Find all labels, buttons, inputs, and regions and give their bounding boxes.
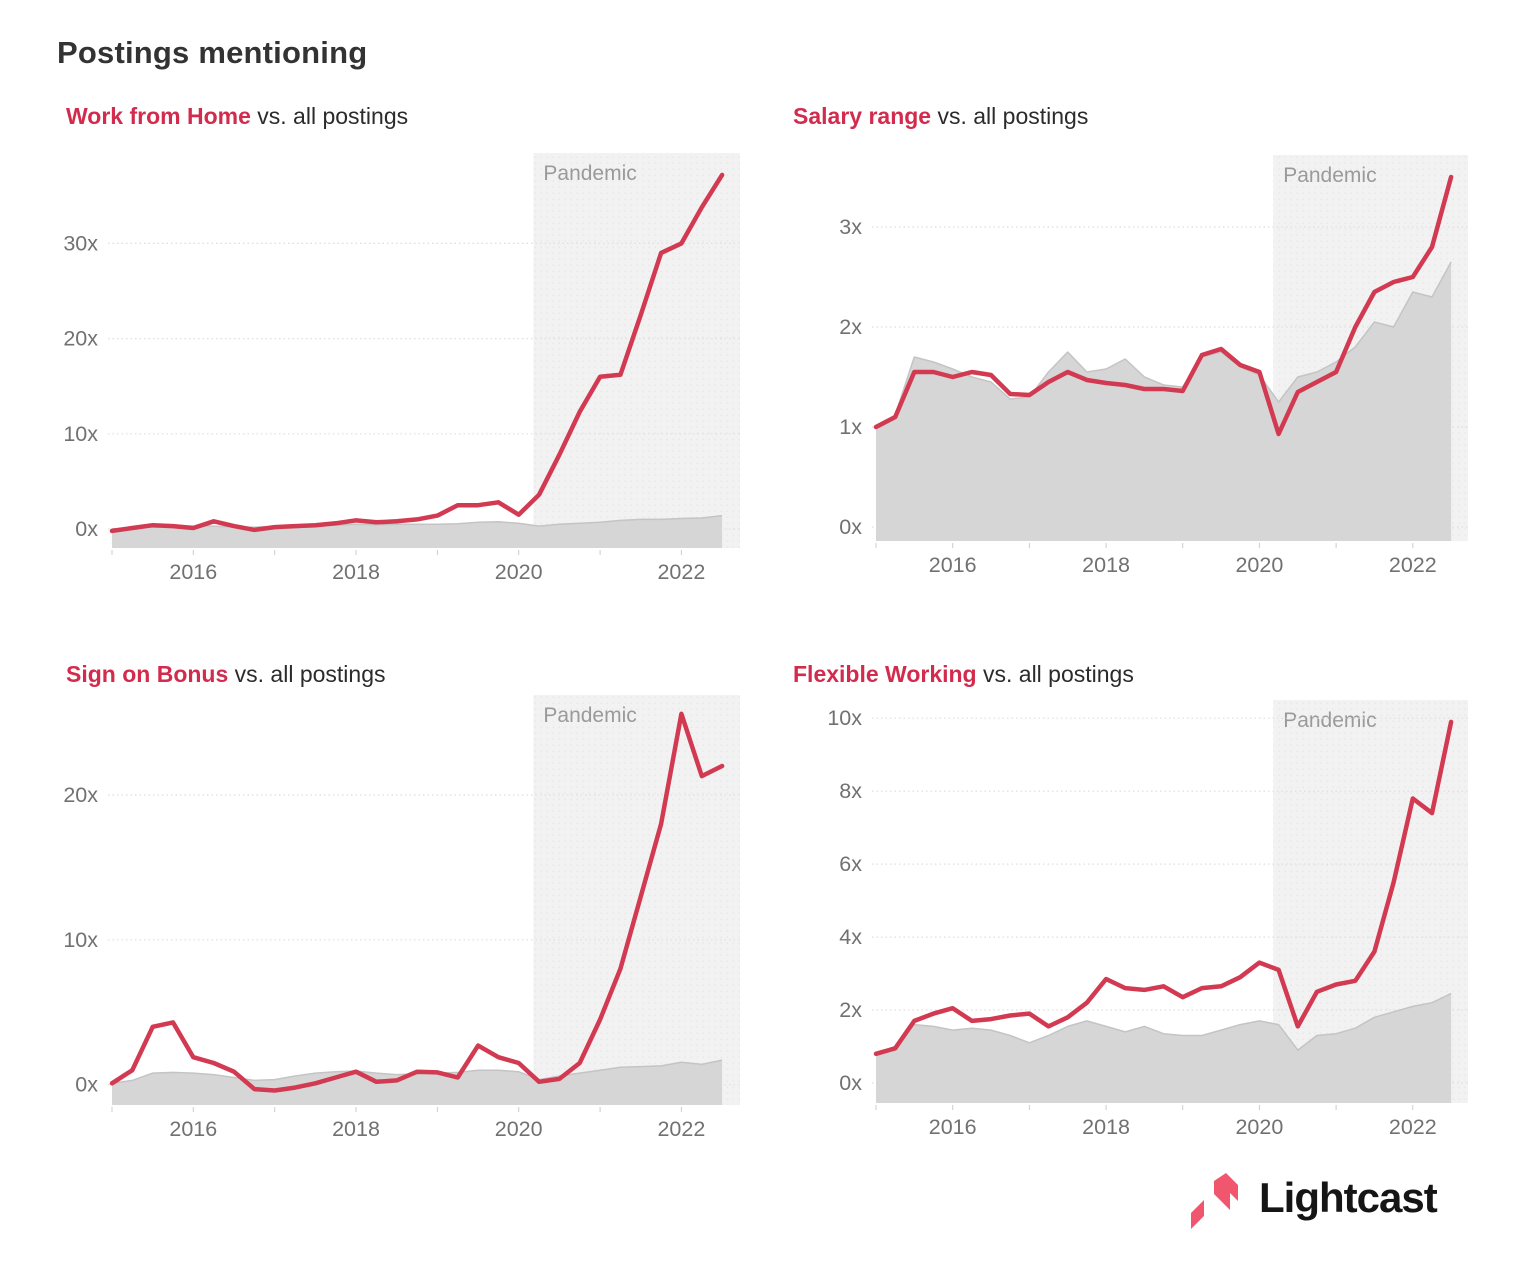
y-axis-label: 10x	[63, 928, 98, 952]
x-axis-label: 2020	[495, 560, 543, 584]
pandemic-label: Pandemic	[1283, 709, 1376, 732]
x-axis-label: 2020	[1235, 1115, 1283, 1139]
chart-title-work-from-home: Work from Home vs. all postings	[66, 103, 408, 130]
chart-title-highlight: Work from Home	[66, 103, 251, 129]
chart-title-rest: vs. all postings	[228, 661, 386, 687]
chart-title-rest: vs. all postings	[250, 103, 409, 129]
y-axis-label: 0x	[75, 517, 98, 541]
lightcast-logo-text: Lightcast	[1259, 1174, 1438, 1221]
x-axis-label: 2016	[169, 560, 217, 584]
chart-work-from-home: Pandemic 0x 10x 20x 30x 2016 2018 2020 2022	[63, 153, 740, 584]
y-axis-label: 2x	[839, 998, 862, 1022]
all-postings-area	[876, 993, 1452, 1103]
x-axis-label: 2018	[332, 560, 380, 584]
all-postings-area	[112, 1060, 723, 1105]
y-axis-label: 1x	[839, 415, 862, 439]
y-axis-label: 3x	[839, 215, 862, 239]
topic-line-work-from-home	[109, 172, 725, 534]
x-axis-label: 2022	[657, 1117, 705, 1141]
chart-title-rest: vs. all postings	[931, 103, 1089, 129]
chart-title-flexible-working: Flexible Working vs. all postings	[793, 661, 1134, 688]
topic-line-sign-on-bonus	[109, 711, 725, 1093]
y-axis-label: 8x	[839, 779, 862, 803]
y-axis-label: 30x	[63, 231, 98, 255]
chart-salary-range: Pandemic 0x 1x 2x 3x 2016 2018 2020 2022	[839, 155, 1468, 577]
x-axis-label: 2016	[929, 553, 977, 577]
lightcast-logo: Lightcast	[1183, 1166, 1473, 1256]
page-title: Postings mentioning	[57, 34, 368, 70]
chart-title-salary-range: Salary range vs. all postings	[793, 103, 1088, 130]
all-postings-area-edge	[111, 514, 723, 530]
y-axis-label: 0x	[839, 515, 862, 539]
chart-title-sign-on-bonus: Sign on Bonus vs. all postings	[66, 661, 386, 688]
x-axis-label: 2020	[495, 1117, 543, 1141]
y-axis-label: 2x	[839, 315, 862, 339]
chart-title-rest: vs. all postings	[976, 661, 1134, 687]
y-axis-label: 4x	[839, 925, 862, 949]
all-postings-area-edge	[875, 261, 1452, 428]
x-axis-label: 2018	[1082, 553, 1130, 577]
x-axis-label: 2022	[1389, 553, 1437, 577]
x-axis-label: 2018	[332, 1117, 380, 1141]
y-axis-label: 0x	[75, 1073, 98, 1097]
y-axis-label: 10x	[63, 422, 98, 446]
y-axis-label: 0x	[839, 1071, 862, 1095]
all-postings-area	[112, 515, 723, 548]
topic-line-salary-range	[873, 174, 1454, 437]
chart-title-highlight: Flexible Working	[793, 661, 977, 687]
chart-title-highlight: Salary range	[793, 103, 932, 129]
chart-title-highlight: Sign on Bonus	[66, 661, 229, 687]
x-axis-label: 2016	[929, 1115, 977, 1139]
pandemic-label: Pandemic	[543, 704, 636, 727]
y-axis-label: 10x	[827, 706, 862, 730]
x-axis-label: 2022	[657, 560, 705, 584]
chart-sign-on-bonus: Pandemic 0x 10x 20x 2016 2018 2020 2022	[63, 695, 740, 1141]
y-axis-label: 20x	[63, 783, 98, 807]
all-postings-area	[876, 262, 1452, 541]
x-axis-label: 2020	[1235, 553, 1283, 577]
pandemic-band-texture	[533, 695, 740, 1105]
lightcast-logo-icon	[1191, 1173, 1238, 1229]
pandemic-label: Pandemic	[1283, 164, 1376, 187]
topic-line-flexible-working	[873, 719, 1454, 1057]
x-axis-label: 2022	[1389, 1115, 1437, 1139]
y-axis-label: 6x	[839, 852, 862, 876]
x-axis-label: 2016	[169, 1117, 217, 1141]
all-postings-area-edge	[875, 992, 1452, 1055]
pandemic-label: Pandemic	[543, 162, 636, 185]
pandemic-band-texture	[533, 153, 740, 548]
x-axis-label: 2018	[1082, 1115, 1130, 1139]
chart-flexible-working: Pandemic 0x 2x 4x 6x 8x 10x 2016 2018 2020 2022	[827, 700, 1468, 1139]
y-axis-label: 20x	[63, 327, 98, 351]
